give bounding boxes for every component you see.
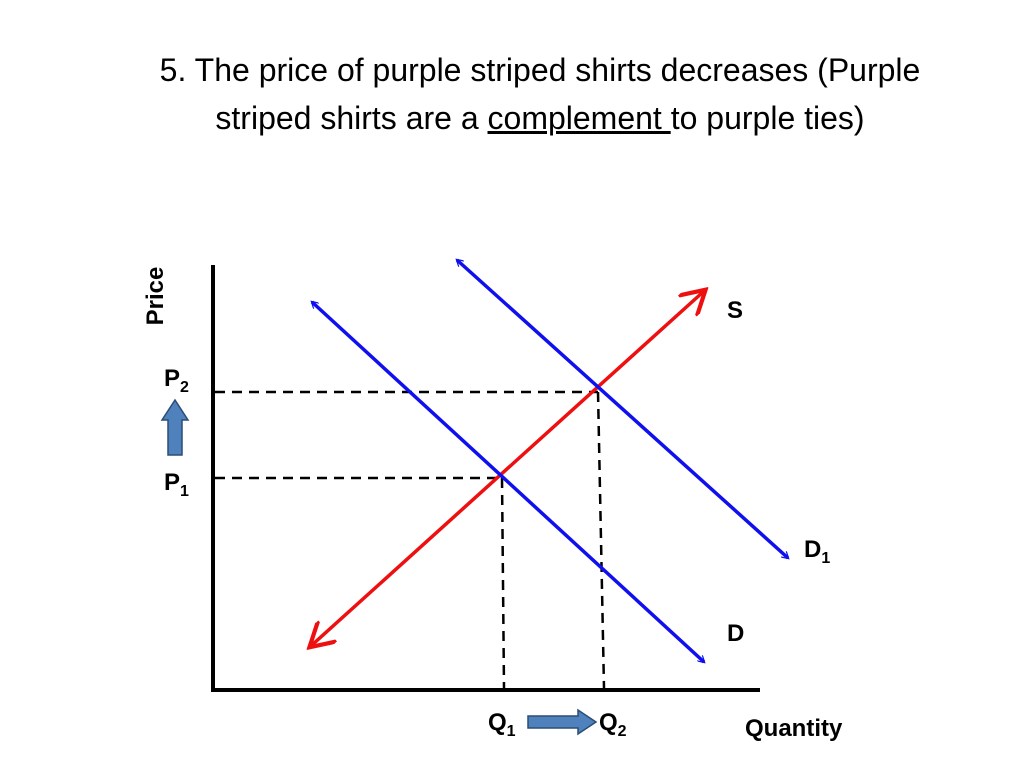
demand-curve bbox=[312, 302, 704, 662]
label-main: D bbox=[804, 536, 821, 563]
curve-label: D bbox=[727, 620, 744, 647]
label-sub: 2 bbox=[180, 379, 189, 396]
label-main: P bbox=[164, 469, 180, 496]
label-sub: 1 bbox=[180, 483, 189, 500]
title-text: to purple ties) bbox=[670, 100, 865, 136]
guide-line bbox=[596, 391, 606, 689]
demand-curve-shifted bbox=[457, 260, 788, 558]
label-main: Q bbox=[488, 709, 507, 736]
x-axis-label: Quantity bbox=[745, 715, 843, 742]
label-main: P bbox=[164, 365, 180, 392]
title-line: striped shirts are a complement to purpl… bbox=[0, 100, 1024, 137]
label-sub: 1 bbox=[507, 723, 516, 740]
price-label: P2 bbox=[164, 365, 189, 396]
up-arrow bbox=[160, 398, 190, 456]
label-sub: 1 bbox=[821, 550, 830, 567]
curve-label: S bbox=[727, 297, 743, 324]
label-main: Q bbox=[599, 709, 618, 736]
title-line: 5. The price of purple striped shirts de… bbox=[159, 52, 921, 88]
guide-line bbox=[500, 477, 506, 689]
label-sub: 2 bbox=[618, 723, 627, 740]
price-label: P1 bbox=[164, 469, 189, 500]
curve-label: D1 bbox=[804, 536, 830, 567]
title-text: striped shirts are a bbox=[215, 100, 488, 136]
y-axis-label: Price bbox=[142, 267, 169, 326]
quantity-label: Q2 bbox=[599, 709, 627, 740]
quantity-label: Q1 bbox=[488, 709, 516, 740]
right-arrow bbox=[527, 708, 598, 736]
title-underlined: complement bbox=[487, 100, 671, 136]
supply-curve bbox=[312, 292, 703, 645]
